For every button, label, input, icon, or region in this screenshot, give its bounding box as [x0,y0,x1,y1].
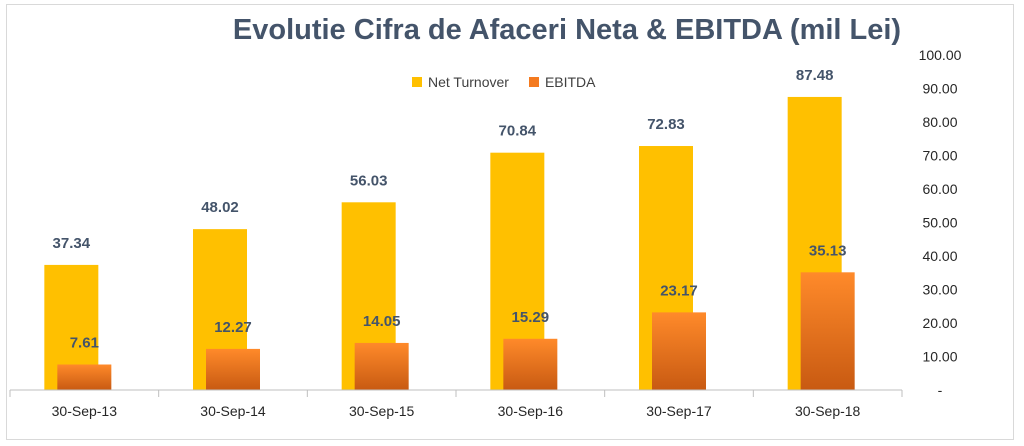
y-tick-label: 20.00 [922,315,957,331]
x-tick-label: 30-Sep-13 [52,403,118,419]
data-label-ebitda: 12.27 [214,319,252,336]
data-label-net-turnover: 56.03 [350,172,388,189]
data-label-ebitda: 23.17 [660,282,698,299]
data-label-net-turnover: 87.48 [796,67,834,84]
data-label-ebitda: 15.29 [512,309,550,326]
y-tick-label: 70.00 [922,148,957,164]
y-tick-label: 80.00 [922,114,957,130]
y-tick-label: - [938,382,943,398]
y-tick-label: 10.00 [922,349,957,365]
legend-item-ebitda: EBITDA [528,74,596,90]
legend-label-ebitda: EBITDA [544,74,596,90]
data-label-net-turnover: 37.34 [53,235,91,252]
legend-item-net-turnover: Net Turnover [412,74,509,90]
legend-swatch-net-turnover [412,77,422,87]
x-tick-label: 30-Sep-17 [646,403,712,419]
y-tick-label: 40.00 [922,248,957,264]
data-label-net-turnover: 72.83 [647,116,685,133]
data-label-net-turnover: 70.84 [499,123,537,140]
data-label-ebitda: 7.61 [70,335,99,352]
x-tick-label: 30-Sep-14 [200,403,266,419]
bar-ebitda [503,338,558,390]
bar-ebitda [206,348,260,390]
y-tick-label: 100.00 [919,47,962,63]
y-tick-label: 50.00 [922,215,957,231]
bar-ebitda [800,272,855,390]
y-tick-label: 90.00 [922,81,957,97]
legend-label-net-turnover: Net Turnover [428,74,509,90]
x-tick-label: 30-Sep-16 [498,403,564,419]
bar-ebitda [652,312,706,390]
data-label-ebitda: 14.05 [363,313,401,330]
x-tick-label: 30-Sep-15 [349,403,415,419]
chart-legend: Net Turnover EBITDA [412,74,596,90]
x-tick-label: 30-Sep-18 [795,403,861,419]
y-tick-label: 30.00 [922,282,957,298]
legend-swatch-ebitda [528,77,539,87]
y-tick-label: 60.00 [922,181,957,197]
bar-ebitda [57,364,112,390]
data-label-net-turnover: 48.02 [201,199,239,216]
bar-ebitda [354,342,409,390]
data-label-ebitda: 35.13 [809,242,847,259]
chart-title: Evolutie Cifra de Afaceri Neta & EBITDA … [232,14,902,46]
